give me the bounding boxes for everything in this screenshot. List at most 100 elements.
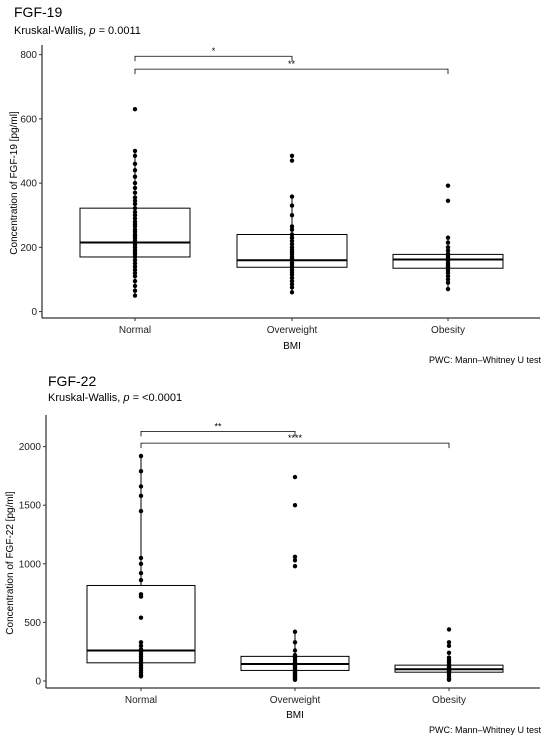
significance-bracket xyxy=(140,442,450,449)
x-tick-label: Normal xyxy=(125,695,157,706)
data-point xyxy=(132,254,138,260)
data-point xyxy=(446,650,452,656)
x-tick-label: Obesity xyxy=(432,695,466,706)
data-point xyxy=(132,257,138,263)
data-point xyxy=(292,563,298,569)
data-point xyxy=(445,248,451,253)
y-tick-label: 0 xyxy=(31,307,37,318)
data-point xyxy=(132,153,138,159)
data-point xyxy=(132,190,138,195)
data-point xyxy=(446,643,452,649)
x-tick-label: Overweight xyxy=(270,695,321,706)
y-tick-label: 400 xyxy=(20,179,37,190)
data-point xyxy=(289,158,295,163)
data-point xyxy=(445,277,451,282)
data-point xyxy=(292,474,298,480)
y-axis-label: Concentration of FGF-19 [pg/ml] xyxy=(9,111,20,255)
data-point xyxy=(292,503,298,508)
chart-title: FGF-19 xyxy=(14,4,62,20)
data-point xyxy=(138,508,144,514)
data-point xyxy=(132,264,138,269)
panel-fgf22: FGF-22 Kruskal-Wallis, p = <0.0001 Conce… xyxy=(5,373,541,735)
data-point xyxy=(292,648,298,653)
data-point xyxy=(138,561,144,567)
y-axis-label: Concentration of FGF-22 [pg/ml] xyxy=(5,491,16,635)
data-point xyxy=(289,282,295,287)
x-tick-label: Overweight xyxy=(267,325,318,336)
x-axis-label: BMI xyxy=(286,710,304,721)
data-point xyxy=(292,677,298,682)
y-tick-label: 800 xyxy=(20,50,37,61)
chart-subtitle: Kruskal-Wallis, p = <0.0001 xyxy=(48,392,182,404)
y-tick-label: 1500 xyxy=(19,501,42,512)
data-point xyxy=(445,198,451,203)
y-tick-label: 200 xyxy=(20,243,37,254)
y-tick-label: 0 xyxy=(35,676,41,687)
data-point xyxy=(132,205,138,211)
data-point xyxy=(289,275,295,281)
data-point xyxy=(132,185,138,191)
data-point xyxy=(446,640,452,645)
data-point xyxy=(289,278,295,284)
data-point xyxy=(132,274,138,279)
test-caption: PWC: Mann–Whitney U test xyxy=(429,725,542,735)
data-point xyxy=(138,469,144,474)
data-point xyxy=(292,558,298,563)
x-tick-label: Normal xyxy=(119,325,151,336)
data-point xyxy=(132,201,138,207)
data-point xyxy=(445,245,451,250)
data-point xyxy=(445,235,451,240)
chart-title: FGF-22 xyxy=(48,373,96,389)
data-point xyxy=(445,270,451,276)
panel-fgf19: FGF-19 Kruskal-Wallis, p = 0.0011 Concen… xyxy=(9,4,541,365)
data-point xyxy=(132,216,138,221)
data-point xyxy=(289,241,295,247)
data-point xyxy=(132,148,138,154)
data-point xyxy=(132,283,138,289)
significance-label: **** xyxy=(288,433,303,443)
data-point xyxy=(446,677,452,682)
test-caption: PWC: Mann–Whitney U test xyxy=(429,355,542,365)
data-point xyxy=(132,168,138,173)
data-point xyxy=(289,290,295,295)
data-point xyxy=(138,594,144,599)
data-point xyxy=(132,161,138,167)
data-point xyxy=(289,272,295,277)
significance-label: * xyxy=(212,46,216,56)
data-point xyxy=(132,195,138,200)
chart-subtitle: Kruskal-Wallis, p = 0.0011 xyxy=(14,25,141,37)
data-point xyxy=(446,627,452,632)
data-point xyxy=(132,278,138,284)
significance-label: ** xyxy=(288,59,296,69)
data-point xyxy=(132,209,138,215)
data-point xyxy=(445,274,451,279)
data-point xyxy=(138,570,144,576)
data-point xyxy=(138,453,144,459)
y-tick-label: 600 xyxy=(20,114,37,125)
data-point xyxy=(132,261,138,266)
data-point xyxy=(289,238,295,244)
significance-label: ** xyxy=(214,421,222,431)
data-point xyxy=(138,615,144,620)
data-point xyxy=(132,213,138,218)
data-point xyxy=(292,554,298,559)
data-point xyxy=(289,232,295,237)
data-point xyxy=(132,224,138,229)
data-point xyxy=(138,555,144,561)
data-point xyxy=(132,293,138,298)
data-point xyxy=(132,288,138,293)
data-point xyxy=(138,674,144,679)
data-point xyxy=(289,194,295,199)
data-point xyxy=(289,213,295,218)
significance-bracket xyxy=(134,55,293,62)
data-point xyxy=(132,270,138,276)
data-point xyxy=(289,203,295,208)
data-point xyxy=(289,227,295,232)
data-point xyxy=(132,267,138,273)
data-point xyxy=(445,286,451,292)
data-point xyxy=(138,643,144,649)
data-point xyxy=(138,578,144,583)
data-point xyxy=(445,240,451,245)
